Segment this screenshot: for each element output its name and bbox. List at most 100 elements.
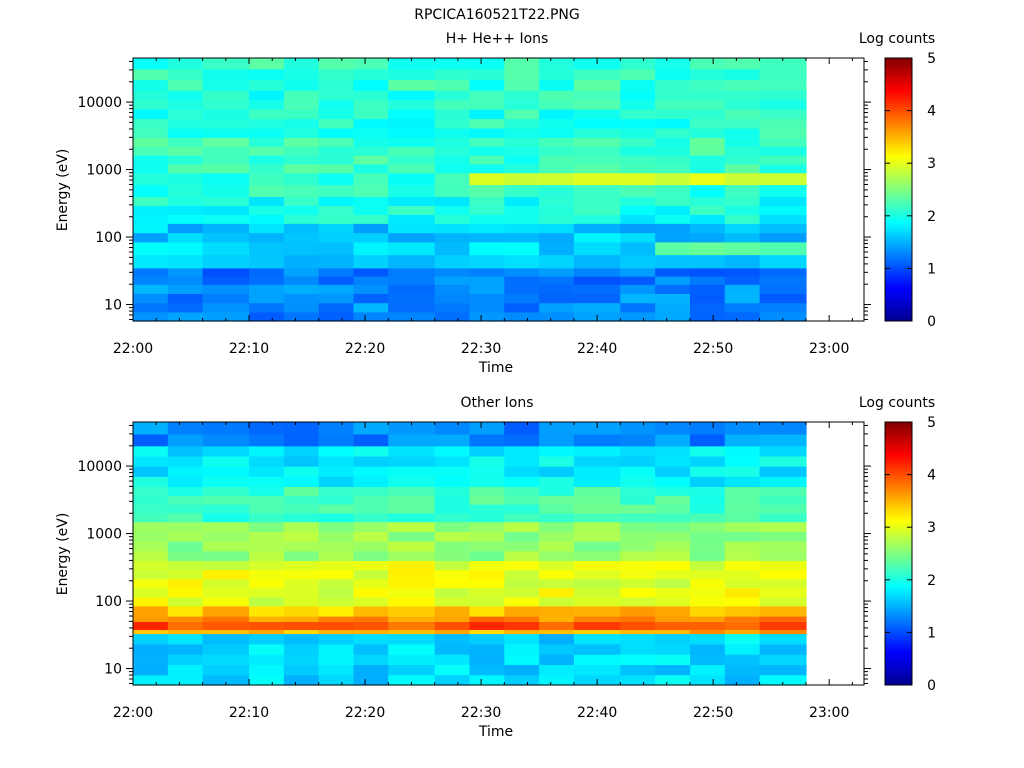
heatmap-cell xyxy=(724,254,761,269)
heatmap-cell xyxy=(283,163,320,174)
heatmap-cell xyxy=(283,90,320,101)
heatmap-cell xyxy=(434,109,471,120)
heatmap-cell xyxy=(133,560,169,571)
heatmap-cell xyxy=(469,241,505,256)
heatmap-cell xyxy=(249,311,285,322)
heatmap-cell xyxy=(469,616,505,622)
heatmap-cell xyxy=(133,241,169,256)
heatmap-cell xyxy=(133,633,169,645)
heatmap-cell xyxy=(573,214,621,224)
heatmap-cell xyxy=(434,99,471,110)
heatmap-cell xyxy=(249,196,285,206)
heatmap-cell xyxy=(469,455,505,467)
heatmap-cell xyxy=(283,654,320,666)
heatmap-cell xyxy=(539,531,575,542)
heatmap-cell xyxy=(469,109,505,120)
heatmap-cell xyxy=(539,232,575,243)
heatmap-cell xyxy=(539,521,575,532)
heatmap-cell xyxy=(388,445,436,457)
heatmap-cell xyxy=(620,541,656,552)
heatmap-cell xyxy=(318,433,355,447)
heatmap-cell xyxy=(724,578,761,589)
heatmap-cell xyxy=(620,163,656,174)
heatmap-cell xyxy=(318,58,355,70)
heatmap-cell xyxy=(388,118,436,129)
heatmap-cell xyxy=(133,445,169,457)
heatmap-cell xyxy=(318,605,355,617)
heatmap-cell xyxy=(573,99,621,110)
heatmap-cell xyxy=(759,486,807,496)
heatmap-cell xyxy=(689,109,726,120)
heatmap-cell xyxy=(655,68,691,81)
heatmap-cell xyxy=(353,137,389,147)
heatmap-cell xyxy=(655,90,691,101)
heatmap-cell xyxy=(283,118,320,129)
heatmap-cell xyxy=(434,541,471,552)
heatmap-cell xyxy=(689,58,726,70)
heatmap-cell xyxy=(759,521,807,532)
heatmap-cell xyxy=(759,578,807,589)
heatmap-cell xyxy=(759,205,807,215)
heatmap-cell xyxy=(469,58,505,70)
x-axis: 22:00 22:10 22:20 22:30 22:40 22:50 23:00 xyxy=(113,422,853,721)
heatmap-cell xyxy=(202,68,250,81)
heatmap-cell xyxy=(573,90,621,101)
heatmap-cell xyxy=(759,109,807,120)
heatmap-cell xyxy=(689,455,726,467)
heatmap-cell xyxy=(724,476,761,487)
heatmap-cell xyxy=(249,521,285,532)
heatmap-cell xyxy=(133,541,169,552)
panel-h-he-ions: H+ He++ Ions 22:00 22:10 22:20 22:30 22:40 22… xyxy=(55,31,936,376)
heatmap-cell xyxy=(167,560,204,571)
heatmap-cell xyxy=(318,311,355,322)
heatmap-cell xyxy=(620,512,656,523)
heatmap-cell xyxy=(469,118,505,129)
heatmap-cell xyxy=(724,621,761,630)
heatmap-cell xyxy=(434,293,471,304)
heatmap-cell xyxy=(318,578,355,589)
heatmap-cell xyxy=(504,605,540,617)
heatmap-cell xyxy=(133,521,169,532)
heatmap-cell xyxy=(353,68,389,81)
heatmap-cell xyxy=(759,643,807,655)
heatmap-cell xyxy=(689,267,726,277)
heatmap-cell xyxy=(620,155,656,165)
heatmap-cell xyxy=(434,184,471,198)
heatmap-cell xyxy=(689,172,726,186)
heatmap-cell xyxy=(167,127,204,138)
heatmap-cell xyxy=(689,276,726,285)
heatmap-cell xyxy=(167,504,204,514)
heatmap-cell xyxy=(655,284,691,295)
heatmap-cell xyxy=(283,254,320,269)
heatmap-cell xyxy=(469,550,505,562)
heatmap-cell xyxy=(249,674,285,686)
heatmap-cell xyxy=(655,621,691,630)
heatmap-cell xyxy=(620,629,656,635)
heatmap-cell xyxy=(689,629,726,635)
heatmap-cell xyxy=(388,196,436,206)
heatmap-cell xyxy=(539,445,575,457)
heatmap-cell xyxy=(689,214,726,224)
heatmap-cell xyxy=(434,521,471,532)
heatmap-cell xyxy=(388,276,436,285)
heatmap-cell xyxy=(318,616,355,622)
heatmap-cell xyxy=(573,578,621,589)
heatmap-cell xyxy=(318,531,355,542)
heatmap-cell xyxy=(318,569,355,580)
heatmap-cell xyxy=(434,254,471,269)
heatmap-cell xyxy=(504,569,540,580)
heatmap-cell xyxy=(759,214,807,224)
heatmap-cell xyxy=(318,90,355,101)
heatmap-cell xyxy=(759,302,807,313)
figure-title: RPCICA160521T22.PNG xyxy=(414,7,579,23)
heatmap-cell xyxy=(318,109,355,120)
heatmap-cell xyxy=(167,79,204,91)
heatmap-cell xyxy=(434,118,471,129)
heatmap-cell xyxy=(202,79,250,91)
heatmap-cell xyxy=(388,68,436,81)
heatmap-cell xyxy=(504,664,540,676)
heatmap-cell xyxy=(620,531,656,542)
heatmap-cell xyxy=(388,302,436,313)
heatmap-cell xyxy=(353,445,389,457)
heatmap-cell xyxy=(759,550,807,562)
